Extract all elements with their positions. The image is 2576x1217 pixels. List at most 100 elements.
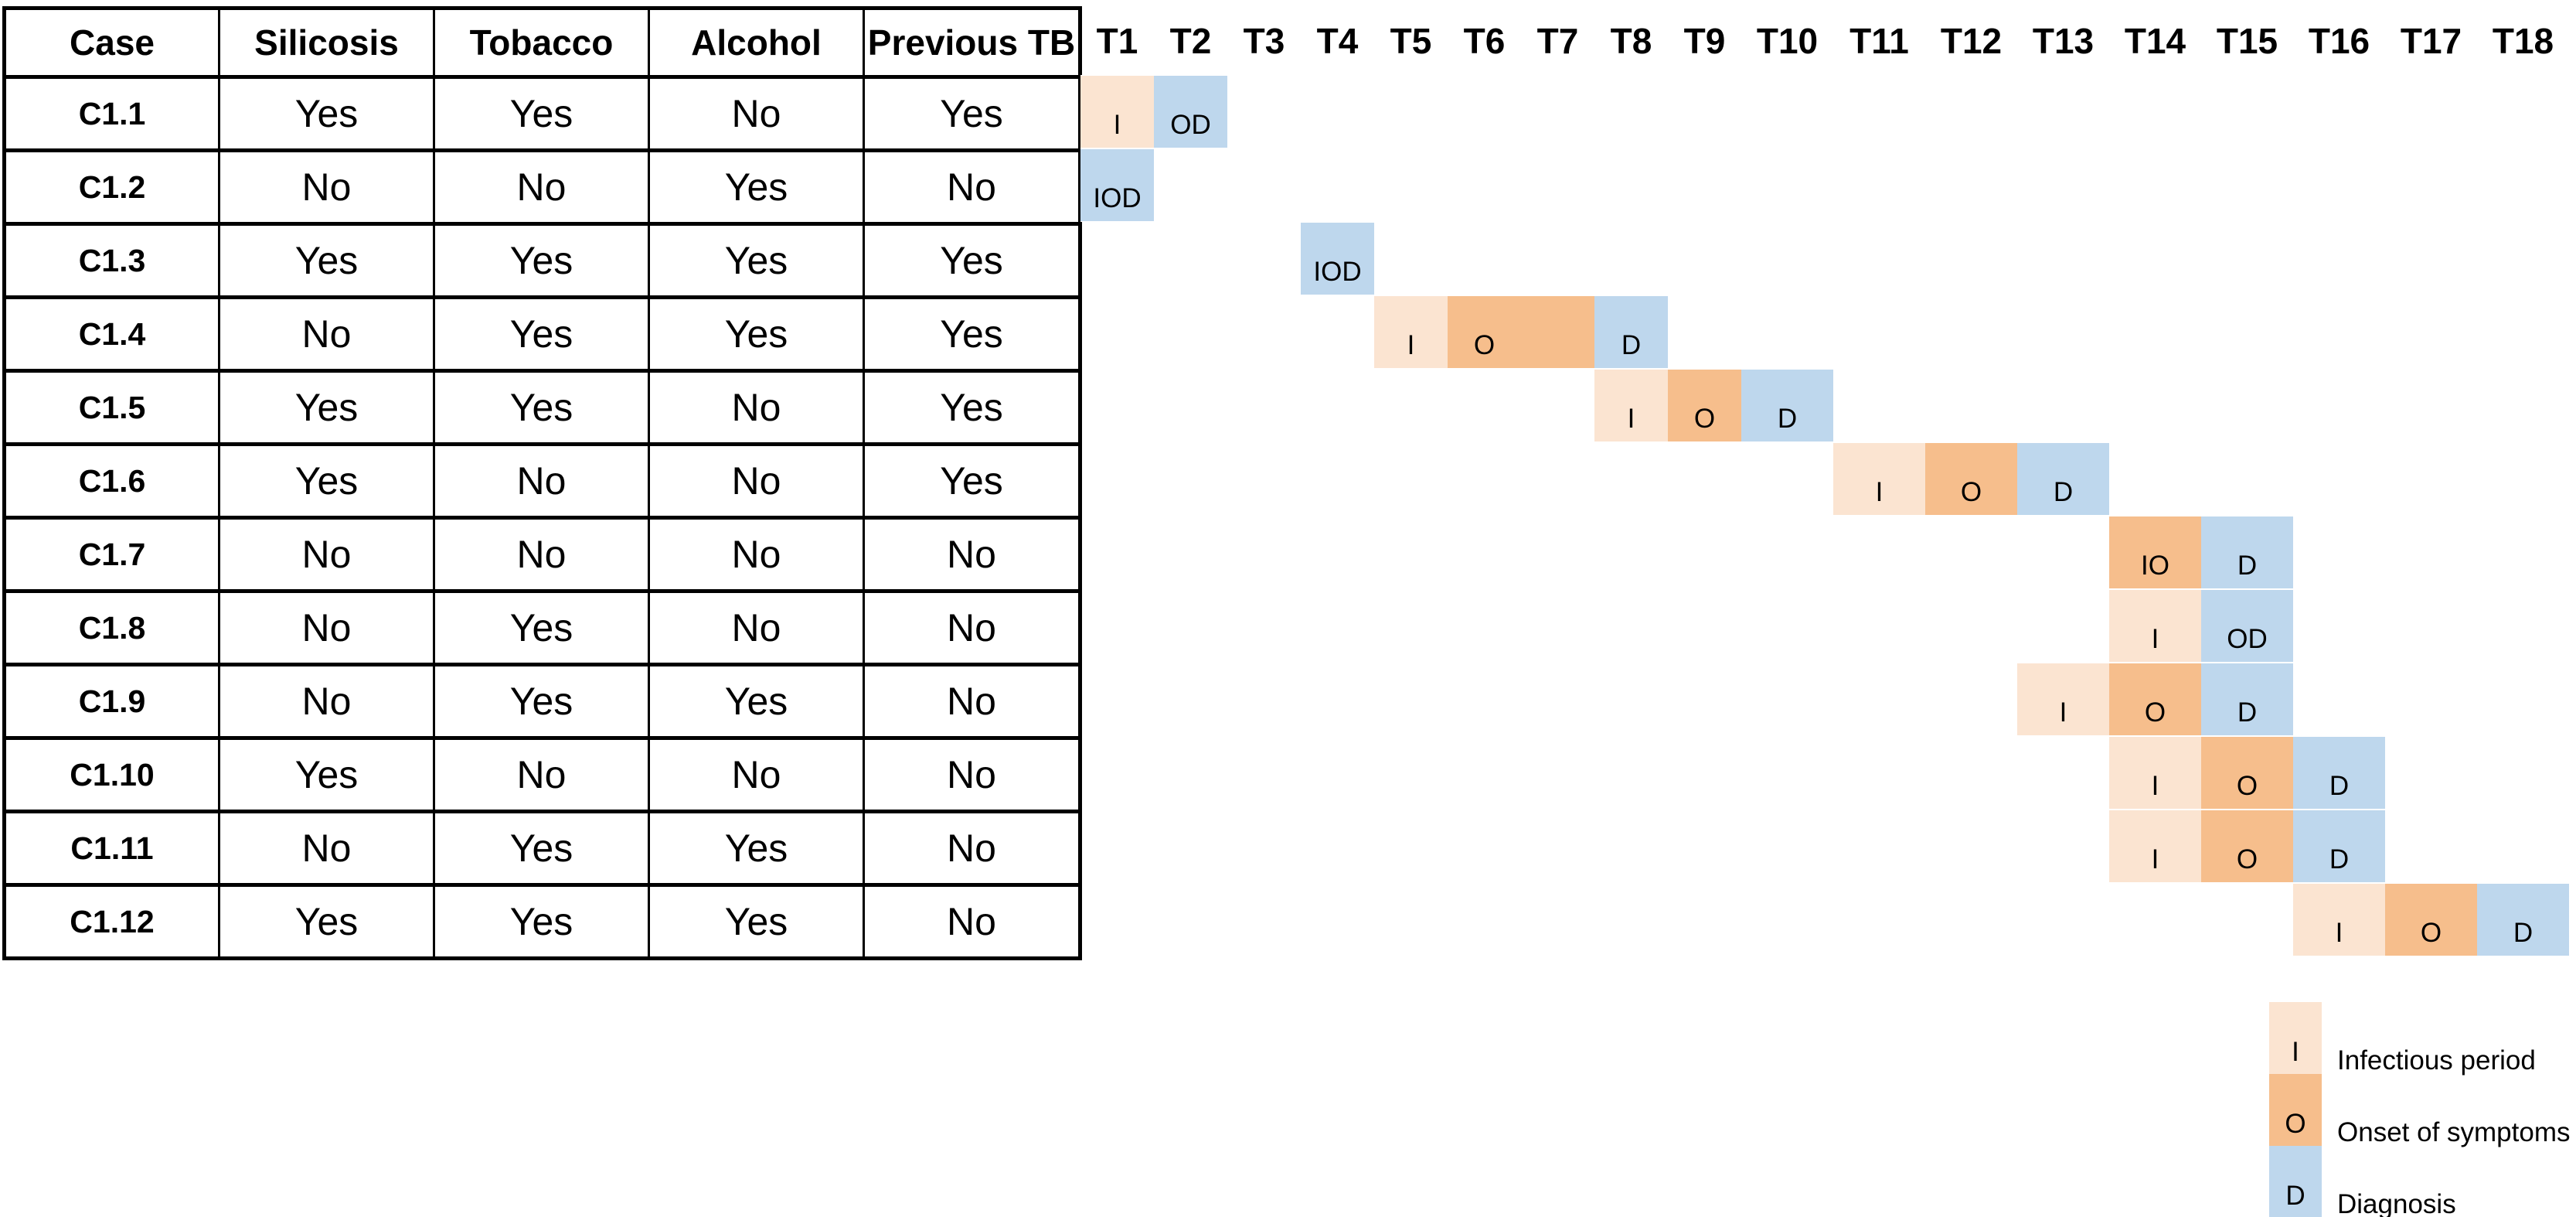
timeline-column-header: T12 (1940, 20, 2003, 61)
table-row: C1.6 Yes No No Yes (3, 442, 1081, 520)
risk-value-cell: Yes (433, 663, 650, 740)
risk-value-cell: Yes (863, 369, 1081, 446)
col-header-alcohol: Alcohol (648, 7, 865, 79)
timeline-event-cell-infectious: I (2109, 736, 2201, 810)
risk-value-cell: Yes (433, 589, 650, 666)
table-row: C1.4 No Yes Yes Yes (3, 295, 1081, 373)
risk-value-cell: No (433, 148, 650, 226)
timeline-event-cell-diagnosis: D (1594, 295, 1668, 369)
timeline-event-cell-infectious: I (2293, 883, 2385, 956)
risk-value-cell: No (863, 589, 1081, 666)
case-id-cell: C1.8 (3, 589, 220, 666)
table-header-row: Case Silicosis Tobacco Alcohol Previous … (3, 7, 1081, 79)
risk-value-cell: Yes (648, 295, 865, 373)
risk-value-cell: Yes (218, 75, 435, 152)
case-id-cell: C1.11 (3, 810, 220, 887)
col-header-previous-tb: Previous TB (863, 7, 1081, 79)
risk-factor-table: Case Silicosis Tobacco Alcohol Previous … (2, 6, 1082, 960)
case-id-cell: C1.5 (3, 369, 220, 446)
risk-value-cell: No (863, 663, 1081, 740)
timeline-event-cell-onset: O (1668, 369, 1741, 442)
table-row: C1.8 No Yes No No (3, 589, 1081, 666)
risk-value-cell: Yes (218, 883, 435, 960)
risk-value-cell: No (218, 148, 435, 226)
risk-value-cell: Yes (433, 810, 650, 887)
legend-swatch-diagnosis: D (2269, 1146, 2322, 1217)
risk-value-cell: No (648, 369, 865, 446)
timeline-event-cell-infectious: I (1833, 442, 1925, 516)
timeline-event-cell-diagnosis: OD (2201, 589, 2293, 663)
timeline-event-cell-diagnosis: IOD (1301, 222, 1374, 295)
table-row: C1.7 No No No No (3, 516, 1081, 593)
risk-value-cell: Yes (648, 810, 865, 887)
timeline-event-cell-diagnosis: D (2201, 516, 2293, 589)
table-row: C1.2 No No Yes No (3, 148, 1081, 226)
timeline-column-header: T2 (1169, 20, 1212, 61)
table-row: C1.1 Yes Yes No Yes (3, 75, 1081, 152)
risk-value-cell: No (648, 75, 865, 152)
case-id-cell: C1.9 (3, 663, 220, 740)
timeline-column-header: T10 (1756, 20, 1819, 61)
risk-value-cell: Yes (863, 442, 1081, 520)
risk-value-cell: No (433, 442, 650, 520)
timeline-event-cell-onset (1521, 295, 1594, 369)
risk-value-cell: Yes (218, 442, 435, 520)
table-row: C1.5 Yes Yes No Yes (3, 369, 1081, 446)
timeline-event-cell-infectious: I (1374, 295, 1448, 369)
risk-value-cell: Yes (433, 222, 650, 299)
risk-value-cell: No (218, 516, 435, 593)
timeline-event-cell-diagnosis: D (2477, 883, 2569, 956)
timeline-event-cell-diagnosis: OD (1154, 75, 1227, 148)
risk-value-cell: Yes (218, 736, 435, 813)
legend-swatch-onset: O (2269, 1074, 2322, 1146)
risk-value-cell: Yes (863, 295, 1081, 373)
risk-value-cell: Yes (433, 295, 650, 373)
case-id-cell: C1.2 (3, 148, 220, 226)
timeline-event-cell-diagnosis: D (2017, 442, 2109, 516)
timeline-event-cell-onset: O (2201, 810, 2293, 883)
risk-value-cell: No (863, 148, 1081, 226)
timeline-event-cell-diagnosis: D (2293, 810, 2385, 883)
timeline-column-header: T6 (1463, 20, 1506, 61)
risk-value-cell: No (863, 516, 1081, 593)
case-id-cell: C1.7 (3, 516, 220, 593)
risk-value-cell: No (218, 589, 435, 666)
risk-value-cell: Yes (648, 148, 865, 226)
risk-value-cell: Yes (648, 883, 865, 960)
risk-value-cell: No (648, 736, 865, 813)
timeline-event-cell-diagnosis: IOD (1080, 148, 1154, 222)
timeline-column-header: T15 (2216, 20, 2278, 61)
case-id-cell: C1.3 (3, 222, 220, 299)
timeline-event-cell-infectious: I (1594, 369, 1668, 442)
legend-label-diagnosis: Diagnosis (2337, 1189, 2456, 1217)
timeline-event-cell-onset: IO (2109, 516, 2201, 589)
risk-value-cell: Yes (863, 75, 1081, 152)
risk-value-cell: No (648, 516, 865, 593)
timeline-event-cell-onset: O (2201, 736, 2293, 810)
timeline-column-header: T5 (1390, 20, 1432, 61)
table-row: C1.12 Yes Yes Yes No (3, 883, 1081, 960)
risk-value-cell: Yes (218, 369, 435, 446)
case-id-cell: C1.6 (3, 442, 220, 520)
timeline-column-header: T11 (1849, 20, 1909, 61)
timeline-event-cell-onset: O (1925, 442, 2017, 516)
risk-value-cell: No (648, 589, 865, 666)
timeline-event-cell-infectious: I (2109, 810, 2201, 883)
table-row: C1.11 No Yes Yes No (3, 810, 1081, 887)
risk-value-cell: No (218, 810, 435, 887)
risk-value-cell: Yes (863, 222, 1081, 299)
table-row: C1.9 No Yes Yes No (3, 663, 1081, 740)
timeline-column-header: T14 (2124, 20, 2186, 61)
risk-value-cell: No (218, 663, 435, 740)
timeline-column-header: T4 (1316, 20, 1359, 61)
timeline-event-cell-onset: O (1448, 295, 1521, 369)
legend-swatch-infectious: I (2269, 1002, 2322, 1074)
timeline-event-cell-infectious: I (2017, 663, 2109, 736)
timeline-event-cell-diagnosis: D (1741, 369, 1833, 442)
case-id-cell: C1.1 (3, 75, 220, 152)
timeline-column-header: T7 (1536, 20, 1579, 61)
risk-value-cell: No (863, 736, 1081, 813)
timeline-event-cell-infectious: I (2109, 589, 2201, 663)
